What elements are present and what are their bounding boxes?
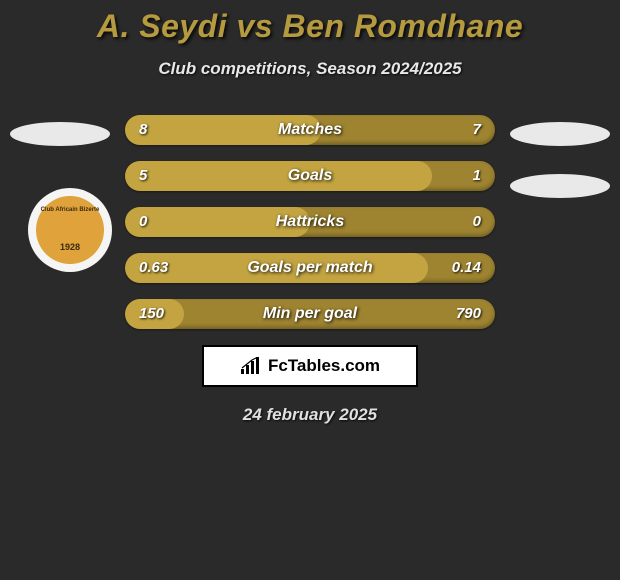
comparison-widget: A. Seydi vs Ben Romdhane Club competitio… bbox=[0, 0, 620, 425]
chart-icon bbox=[240, 357, 262, 375]
stat-label: Matches bbox=[125, 115, 495, 145]
stat-value-right: 1 bbox=[473, 161, 481, 191]
stat-value-right: 0.14 bbox=[452, 253, 481, 283]
club-logo-year: 1928 bbox=[60, 243, 80, 253]
date-text: 24 february 2025 bbox=[0, 405, 620, 425]
subtitle: Club competitions, Season 2024/2025 bbox=[0, 59, 620, 79]
club-logo-text-top: Club Africain Bizerte bbox=[41, 207, 100, 214]
player2-badge-placeholder bbox=[510, 122, 610, 146]
stat-row: 8Matches7 bbox=[125, 115, 495, 145]
stat-row: 5Goals1 bbox=[125, 161, 495, 191]
stat-row: 150Min per goal790 bbox=[125, 299, 495, 329]
club-logo-inner: Club Africain Bizerte 1928 bbox=[36, 196, 104, 264]
stats-list: 8Matches7 5Goals1 0Hattricks0 0.63Goals per… bbox=[125, 115, 495, 329]
brand-text: FcTables.com bbox=[268, 356, 380, 376]
player1-club-logo: Club Africain Bizerte 1928 bbox=[28, 188, 112, 272]
stat-label: Min per goal bbox=[125, 299, 495, 329]
stat-label: Hattricks bbox=[125, 207, 495, 237]
stat-label: Goals bbox=[125, 161, 495, 191]
stat-value-right: 790 bbox=[456, 299, 481, 329]
stat-row: 0Hattricks0 bbox=[125, 207, 495, 237]
stat-value-right: 7 bbox=[473, 115, 481, 145]
stat-value-right: 0 bbox=[473, 207, 481, 237]
stat-label: Goals per match bbox=[125, 253, 495, 283]
page-title: A. Seydi vs Ben Romdhane bbox=[0, 8, 620, 45]
stat-row: 0.63Goals per match0.14 bbox=[125, 253, 495, 283]
player2-club-placeholder bbox=[510, 174, 610, 198]
player1-badge-placeholder bbox=[10, 122, 110, 146]
brand-box[interactable]: FcTables.com bbox=[202, 345, 418, 387]
